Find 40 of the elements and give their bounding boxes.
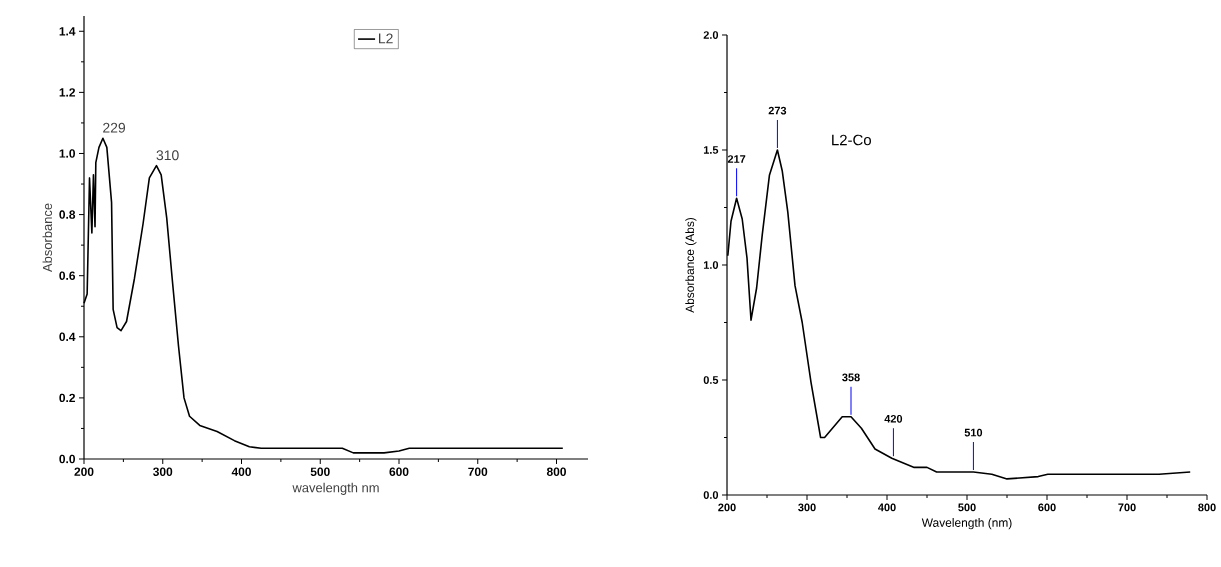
x-tick-label: 300 <box>798 503 816 512</box>
x-tick-label: 700 <box>468 467 488 476</box>
y-tick-label: 0.0 <box>59 454 76 464</box>
y-tick-label: 0.2 <box>59 393 76 403</box>
legend-label: L2 <box>379 33 393 44</box>
x-tick-label: 500 <box>958 503 976 512</box>
y-axis-title: Absorbance (Abs) <box>685 217 697 313</box>
y-tick-label: 0.0 <box>703 491 719 499</box>
x-axis-title: Wavelength (nm) <box>921 518 1012 530</box>
y-tick-label: 1.0 <box>703 261 719 269</box>
annotation: 217 <box>727 155 746 163</box>
y-tick-label: 1.2 <box>59 88 76 97</box>
x-tick-label: 700 <box>1118 503 1136 512</box>
annotation: 510 <box>964 428 983 437</box>
y-tick-label: 2.0 <box>703 31 719 39</box>
y-tick-label: 1.5 <box>703 146 719 154</box>
x-tick-label: 600 <box>389 467 409 476</box>
x-tick-label: 600 <box>1038 503 1056 512</box>
x-tick-label: 300 <box>153 467 173 476</box>
annotation: 310 <box>156 150 179 161</box>
annotation: 358 <box>842 373 860 382</box>
x-tick-label: 800 <box>546 467 566 476</box>
x-tick-label: 800 <box>1198 503 1216 512</box>
text: L2-Co <box>832 134 871 146</box>
annotation: 229 <box>103 122 126 133</box>
x-tick-label: 400 <box>878 503 896 512</box>
x-tick-label: 400 <box>231 467 251 476</box>
annotation: 420 <box>884 414 903 423</box>
y-tick-label: 0.5 <box>703 376 719 384</box>
x-tick-label: 500 <box>310 467 330 476</box>
y-tick-label: 1.0 <box>59 149 76 158</box>
y-tick-label: 0.4 <box>59 332 76 342</box>
x-tick-label: 200 <box>74 467 94 476</box>
y-tick-label: 0.8 <box>59 210 76 219</box>
y-tick-label: 1.4 <box>59 27 76 36</box>
y-tick-label: 0.6 <box>59 271 76 280</box>
x-tick-label: 200 <box>718 503 736 512</box>
annotation: 273 <box>768 106 787 115</box>
y-axis-title: Absorbance <box>42 203 53 273</box>
x-axis-title: wavelength nm <box>292 482 379 495</box>
